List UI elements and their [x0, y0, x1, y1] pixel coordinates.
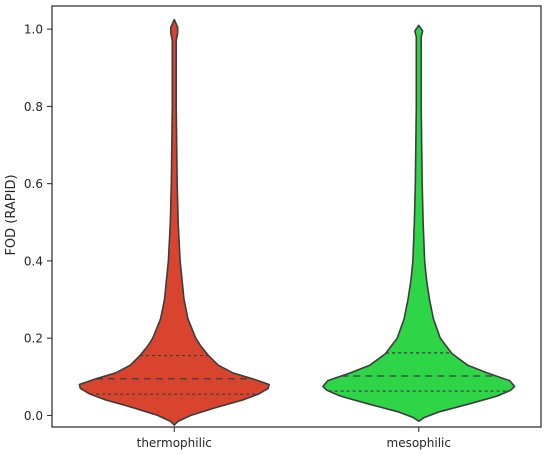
x-axis-ticks: thermophilic mesophilic	[137, 427, 451, 450]
x-tick-label-thermophilic: thermophilic	[137, 436, 212, 450]
y-axis-ticks: 0.0 0.2 0.4 0.6 0.8 1.0	[24, 23, 52, 423]
y-tick-label: 0.8	[24, 100, 43, 114]
y-tick-label: 1.0	[24, 23, 43, 37]
violins-group	[78, 18, 516, 426]
x-tick-label-mesophilic: mesophilic	[387, 436, 452, 450]
plot-frame	[51, 5, 542, 428]
violin-mesophilic	[322, 24, 516, 423]
y-tick-label: 0.2	[24, 332, 43, 346]
y-axis-label: FOD (RAPID)	[4, 174, 19, 255]
y-tick-label: 0.6	[24, 177, 43, 191]
y-tick-label: 0.0	[24, 409, 43, 423]
violin-thermophilic	[78, 18, 270, 426]
y-tick-label: 0.4	[24, 254, 43, 268]
